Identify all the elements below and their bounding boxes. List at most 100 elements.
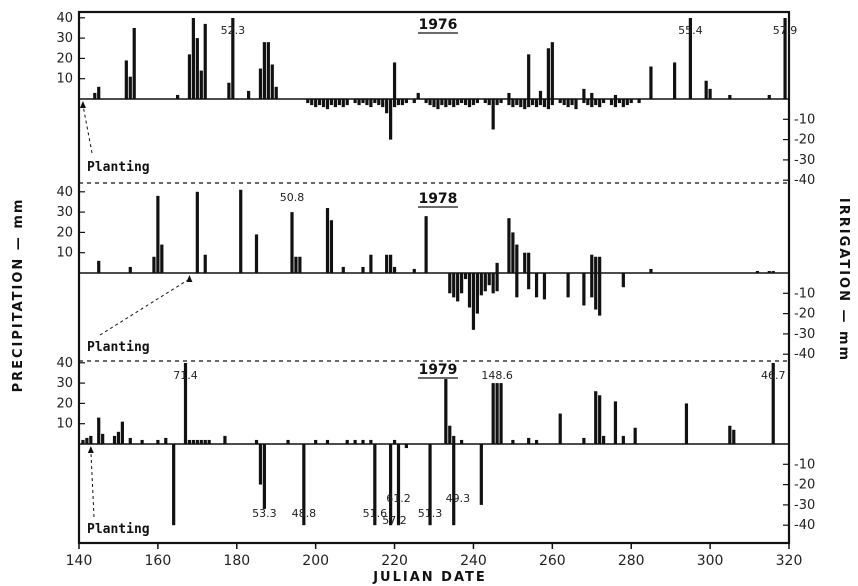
precip-bar bbox=[452, 435, 456, 444]
precip-bar bbox=[132, 27, 136, 100]
precip-tick-label: 30 bbox=[56, 31, 73, 46]
precip-bar bbox=[523, 252, 527, 273]
precip-bar bbox=[254, 234, 259, 273]
y-axis-label-right: IRRIGATION — mm bbox=[836, 198, 851, 362]
irrigation-bar bbox=[582, 273, 586, 306]
precip-bar bbox=[187, 439, 192, 444]
irrigation-bar bbox=[515, 99, 519, 106]
irrigation-bar bbox=[373, 444, 377, 526]
precip-bar bbox=[621, 435, 625, 444]
irrigation-bar bbox=[318, 99, 322, 106]
irrigation-bar bbox=[345, 99, 349, 106]
precip-value-label: 55.4 bbox=[678, 24, 703, 37]
irrigation-value-label: 49.3 bbox=[446, 492, 471, 505]
x-axis-label: JULIAN DATE bbox=[372, 570, 487, 585]
irrigation-bar bbox=[329, 99, 334, 106]
irrigation-bar bbox=[389, 444, 393, 526]
precip-bar bbox=[369, 439, 373, 444]
irrigation-bar bbox=[456, 273, 460, 302]
irrigation-bar bbox=[467, 99, 472, 108]
irrigation-value-label: 51.6 bbox=[363, 507, 388, 520]
irrigation-bar bbox=[385, 99, 389, 114]
precip-bar bbox=[203, 23, 207, 99]
precip-bar bbox=[239, 189, 243, 273]
precip-bar bbox=[187, 54, 192, 99]
irrigation-bar bbox=[598, 99, 602, 108]
precip-bar bbox=[207, 439, 211, 444]
precip-bar bbox=[195, 38, 199, 99]
precip-bar bbox=[527, 437, 531, 444]
irrigation-tick-label: -20 bbox=[794, 307, 815, 322]
irrigation-bar bbox=[172, 444, 176, 526]
irrigation-bar bbox=[531, 99, 535, 106]
precip-bar bbox=[97, 260, 101, 273]
precip-bar bbox=[613, 94, 618, 99]
irrigation-bar bbox=[258, 444, 263, 485]
irrigation-bar bbox=[396, 444, 401, 526]
precip-bar bbox=[325, 439, 330, 444]
irrigation-bar bbox=[491, 99, 495, 130]
panel-1979: 10 20 30 40 -10 -20 -30 -40 1979 71.4 148.6 46.7 53.… bbox=[56, 356, 815, 537]
irrigation-bar bbox=[475, 273, 479, 314]
data-marks: 10 20 30 40 -10 -20 -30 -40 1976 52.3 55.4 57.9 Plan… bbox=[56, 11, 815, 537]
precip-value-label: 52.3 bbox=[221, 24, 246, 37]
precip-bar bbox=[708, 88, 712, 99]
precip-bar bbox=[448, 425, 452, 444]
precip-bar bbox=[755, 270, 760, 273]
precip-bar bbox=[164, 437, 168, 444]
precip-bar bbox=[199, 70, 203, 99]
precip-tick-label: 40 bbox=[56, 356, 73, 371]
irrigation-bar bbox=[594, 273, 598, 310]
irrigation-bar bbox=[538, 99, 543, 106]
irrigation-bar bbox=[341, 99, 345, 108]
precip-bar bbox=[590, 92, 594, 99]
irrigation-tick-label: -10 bbox=[794, 457, 815, 472]
precip-bar bbox=[156, 195, 160, 273]
irrigation-bar bbox=[314, 99, 318, 108]
irrigation-bar bbox=[629, 99, 633, 104]
irrigation-bar bbox=[621, 273, 625, 288]
precip-bar bbox=[392, 62, 397, 99]
irrigation-bar bbox=[353, 99, 357, 104]
precip-bar bbox=[97, 417, 101, 444]
x-tick-label: 280 bbox=[618, 553, 645, 569]
precip-bar bbox=[444, 379, 448, 444]
irrigation-bar bbox=[527, 99, 531, 108]
precip-tick-label: 10 bbox=[56, 417, 73, 432]
precip-bar bbox=[247, 90, 251, 99]
precip-bar bbox=[527, 54, 531, 99]
irrigation-bar bbox=[471, 273, 476, 330]
precip-bar bbox=[116, 431, 121, 444]
irrigation-bar bbox=[436, 99, 440, 110]
irrigation-bar bbox=[400, 99, 405, 106]
irrigation-bar bbox=[507, 99, 511, 106]
irrigation-bar bbox=[483, 273, 487, 292]
irrigation-bar bbox=[448, 99, 452, 106]
irrigation-bar bbox=[381, 99, 385, 108]
x-tick-label: 180 bbox=[223, 553, 250, 569]
irrigation-bar bbox=[463, 99, 468, 106]
irrigation-bar bbox=[321, 99, 326, 108]
planting-label: Planting bbox=[87, 340, 150, 355]
precip-bar bbox=[633, 427, 637, 444]
precip-bar bbox=[329, 220, 334, 273]
precip-bar bbox=[128, 266, 132, 273]
precip-bar bbox=[176, 94, 180, 99]
irrigation-bar bbox=[262, 444, 266, 509]
precip-value-label: 50.8 bbox=[280, 191, 305, 204]
precip-bar bbox=[286, 439, 290, 444]
irrigation-bar bbox=[337, 99, 341, 106]
irrigation-value-label: 61.2 bbox=[386, 492, 411, 505]
precip-bar bbox=[392, 439, 397, 444]
irrigation-bar bbox=[574, 99, 578, 110]
plot-border bbox=[77, 10, 791, 545]
precip-bar bbox=[89, 435, 93, 444]
precip-bar bbox=[688, 18, 692, 99]
precip-bar bbox=[294, 256, 298, 273]
precip-bar bbox=[582, 437, 586, 444]
precip-bar bbox=[290, 212, 294, 273]
planting-label: Planting bbox=[87, 522, 150, 537]
precip-bar bbox=[511, 439, 515, 444]
irrigation-bar bbox=[479, 444, 483, 505]
